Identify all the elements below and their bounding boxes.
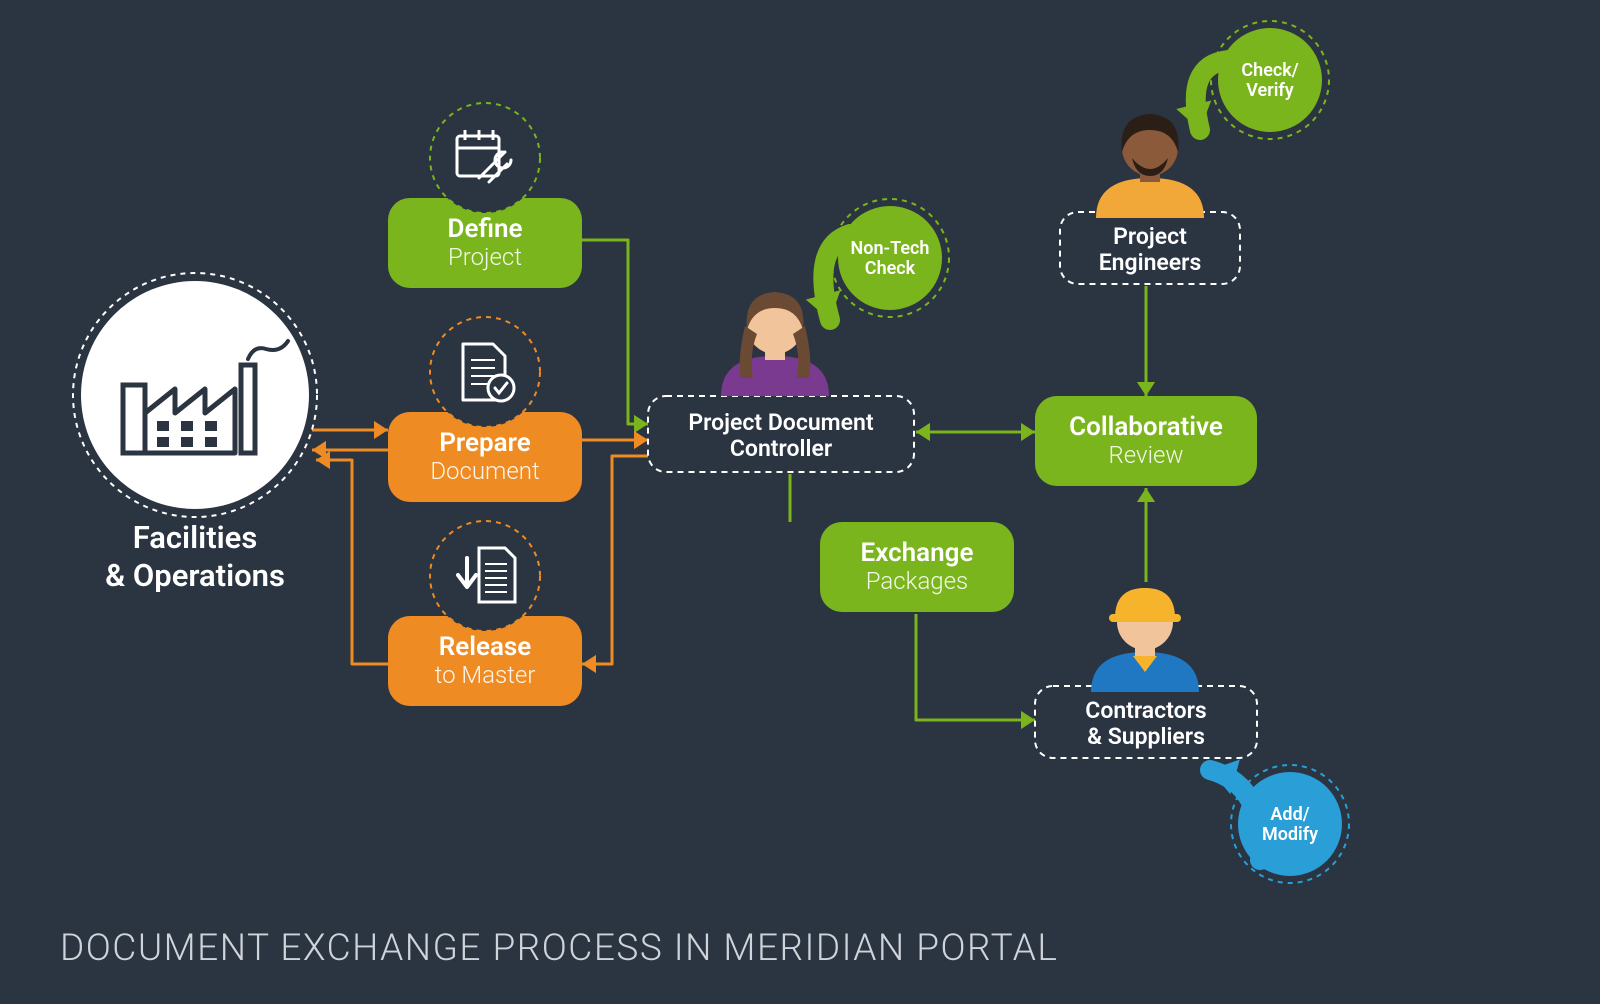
engineers-line2: Engineers — [1099, 249, 1202, 276]
contractors-line1: Contractors — [1085, 697, 1206, 724]
pdc-line1: Project Document — [688, 409, 873, 436]
define-sub: Project — [448, 243, 522, 271]
nontech-line1: Non-Tech — [851, 238, 930, 259]
exchange-sub: Packages — [866, 567, 968, 595]
define-title: Define — [448, 214, 523, 244]
contractors-line2: & Suppliers — [1087, 723, 1205, 750]
checkverify-line1: Check/ — [1241, 60, 1298, 81]
exchange-title: Exchange — [861, 538, 974, 568]
prepare-title: Prepare — [439, 428, 530, 458]
prepare-sub: Document — [430, 457, 539, 485]
collab-node: CollaborativeReview — [1035, 396, 1257, 486]
facilities-label-1: Facilities — [133, 519, 258, 556]
release-sub: to Master — [435, 661, 536, 689]
addmodify-line2: Modify — [1262, 824, 1318, 845]
exchange-node: ExchangePackages — [820, 522, 1014, 612]
nontech-line2: Check — [865, 258, 916, 279]
facilities-label-2: & Operations — [105, 557, 285, 594]
engineers-line1: Project — [1113, 223, 1187, 250]
release-title: Release — [439, 632, 532, 662]
pdc-line2: Controller — [730, 435, 832, 462]
checkverify-line2: Verify — [1246, 80, 1294, 101]
collab-sub: Review — [1109, 441, 1184, 469]
diagram-title: DOCUMENT EXCHANGE PROCESS IN MERIDIAN PO… — [60, 927, 1058, 970]
collab-title: Collaborative — [1069, 412, 1223, 442]
diagram-bg — [0, 0, 1600, 1004]
addmodify-line1: Add/ — [1270, 804, 1309, 825]
